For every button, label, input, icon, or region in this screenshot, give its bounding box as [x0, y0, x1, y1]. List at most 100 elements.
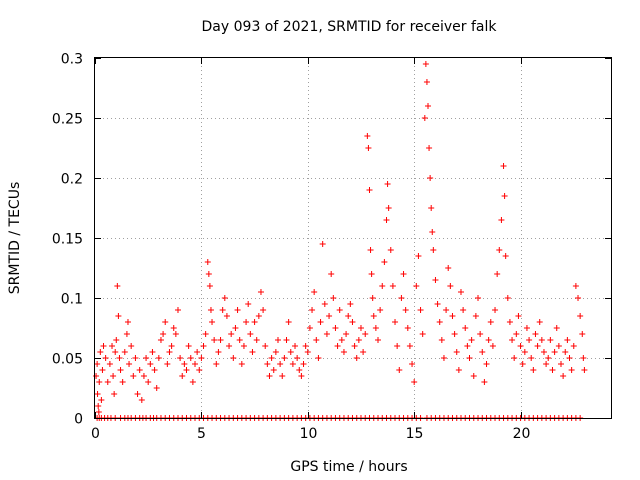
- data-point: [270, 367, 277, 373]
- data-point: [166, 349, 173, 355]
- data-point: [272, 349, 279, 355]
- data-point: [94, 391, 101, 397]
- data-point: [530, 367, 537, 373]
- data-point: [536, 319, 543, 325]
- data-point: [364, 133, 371, 139]
- data-point: [466, 355, 473, 361]
- data-point: [375, 337, 382, 343]
- data-point: [236, 337, 243, 343]
- data-point: [279, 373, 286, 379]
- data-point: [389, 283, 396, 289]
- data-point: [281, 355, 288, 361]
- data-point: [404, 325, 411, 331]
- x-axis-title: GPS time / hours: [290, 459, 407, 475]
- data-point: [462, 325, 469, 331]
- data-point: [287, 349, 294, 355]
- data-point: [96, 379, 103, 385]
- data-point: [379, 283, 386, 289]
- data-point: [430, 247, 437, 253]
- data-point: [423, 79, 430, 85]
- data-point: [247, 331, 254, 337]
- data-marks: [93, 61, 588, 421]
- data-point: [283, 337, 290, 343]
- data-point: [157, 337, 164, 343]
- data-point: [362, 331, 369, 337]
- data-point: [147, 361, 154, 367]
- data-point: [230, 355, 237, 361]
- data-point: [294, 355, 301, 361]
- data-point: [485, 337, 492, 343]
- data-point: [428, 205, 435, 211]
- data-point: [145, 379, 152, 385]
- data-point: [126, 361, 133, 367]
- data-point: [453, 349, 460, 355]
- data-point: [396, 367, 403, 373]
- data-point: [300, 361, 307, 367]
- data-point: [532, 331, 539, 337]
- data-point: [298, 373, 305, 379]
- data-point: [400, 271, 407, 277]
- data-point: [564, 337, 571, 343]
- data-point: [255, 313, 262, 319]
- data-point: [253, 337, 260, 343]
- data-point: [353, 355, 360, 361]
- data-point: [387, 247, 394, 253]
- data-point: [557, 361, 564, 367]
- data-point: [372, 325, 379, 331]
- data-point: [232, 325, 239, 331]
- data-point: [328, 271, 335, 277]
- data-point: [457, 289, 464, 295]
- data-point: [357, 325, 364, 331]
- data-point: [470, 373, 477, 379]
- data-point: [251, 319, 258, 325]
- data-point: [434, 301, 441, 307]
- data-point: [99, 367, 106, 373]
- data-point: [511, 355, 518, 361]
- data-point: [521, 349, 528, 355]
- data-point: [106, 361, 113, 367]
- data-point: [262, 343, 269, 349]
- y-tick-label: 0.3: [61, 52, 83, 68]
- data-point: [501, 193, 508, 199]
- data-point: [219, 307, 226, 313]
- data-point: [436, 319, 443, 325]
- data-point: [464, 343, 471, 349]
- data-point: [570, 343, 577, 349]
- data-point: [121, 349, 128, 355]
- data-point: [266, 373, 273, 379]
- data-point: [479, 349, 486, 355]
- data-point: [319, 241, 326, 247]
- data-point: [240, 343, 247, 349]
- grid: [95, 58, 611, 418]
- data-point: [526, 337, 533, 343]
- data-point: [172, 331, 179, 337]
- data-point: [368, 271, 375, 277]
- data-point: [95, 409, 102, 415]
- data-point: [183, 367, 190, 373]
- y-axis-ticks: 0 0.05 0.1 0.15 0.2 0.25 0.3: [52, 52, 611, 428]
- data-point: [110, 373, 117, 379]
- data-point: [170, 325, 177, 331]
- data-point: [153, 385, 160, 391]
- data-point: [577, 313, 584, 319]
- data-point: [334, 343, 341, 349]
- data-point: [427, 175, 434, 181]
- data-point: [360, 349, 367, 355]
- data-point: [223, 313, 230, 319]
- data-point: [366, 187, 373, 193]
- data-point: [421, 115, 428, 121]
- data-point: [143, 355, 150, 361]
- data-point: [285, 319, 292, 325]
- data-point: [370, 313, 377, 319]
- data-point: [179, 373, 186, 379]
- data-point: [419, 331, 426, 337]
- data-point: [519, 361, 526, 367]
- data-point: [185, 343, 192, 349]
- data-point: [349, 319, 356, 325]
- data-point: [551, 349, 558, 355]
- data-point: [451, 331, 458, 337]
- data-point: [140, 373, 147, 379]
- data-point: [264, 361, 271, 367]
- data-point: [580, 355, 587, 361]
- data-point: [194, 349, 201, 355]
